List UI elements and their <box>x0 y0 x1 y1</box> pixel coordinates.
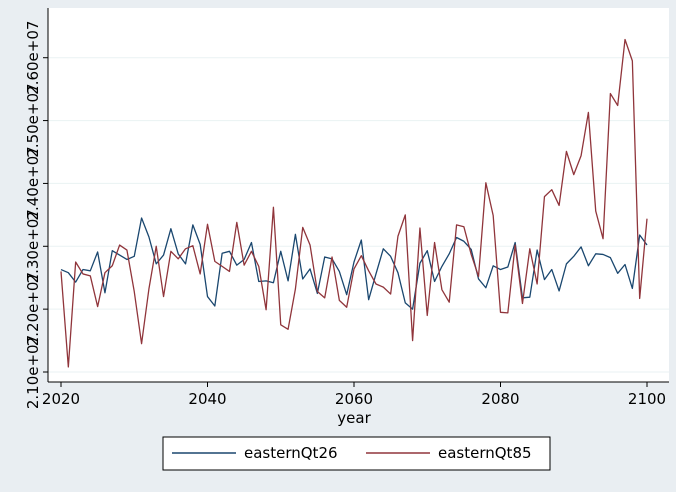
x-tick-label-0: 2020 <box>42 390 80 408</box>
y-tick-label-5: 2.60e+07 <box>24 21 42 95</box>
y-tick-label-3: 2.40e+07 <box>24 146 42 220</box>
x-tick-label-3: 2080 <box>481 390 519 408</box>
x-tick-label-2: 2060 <box>335 390 373 408</box>
series-line-easternQt85 <box>60 38 648 368</box>
legend-label-easternQt26: easternQt26 <box>244 444 338 462</box>
x-axis-title: year <box>337 409 371 427</box>
y-tick-label-2: 2.30e+07 <box>24 209 42 283</box>
series-lines <box>60 38 648 368</box>
y-tick-label-1: 2.20e+07 <box>24 272 42 346</box>
legend: easternQt26 easternQt85 <box>162 436 551 471</box>
x-tick-label-1: 2040 <box>188 390 226 408</box>
legend-label-easternQt85: easternQt85 <box>438 444 532 462</box>
y-tick-label-0: 2.10e+07 <box>24 335 42 409</box>
axes <box>43 8 669 387</box>
plot-region <box>48 8 669 382</box>
y-tick-label-4: 2.50e+07 <box>24 83 42 157</box>
x-tick-label-4: 2100 <box>628 390 666 408</box>
tick-labels: 2.10e+072.20e+072.30e+072.40e+072.50e+07… <box>24 21 666 410</box>
